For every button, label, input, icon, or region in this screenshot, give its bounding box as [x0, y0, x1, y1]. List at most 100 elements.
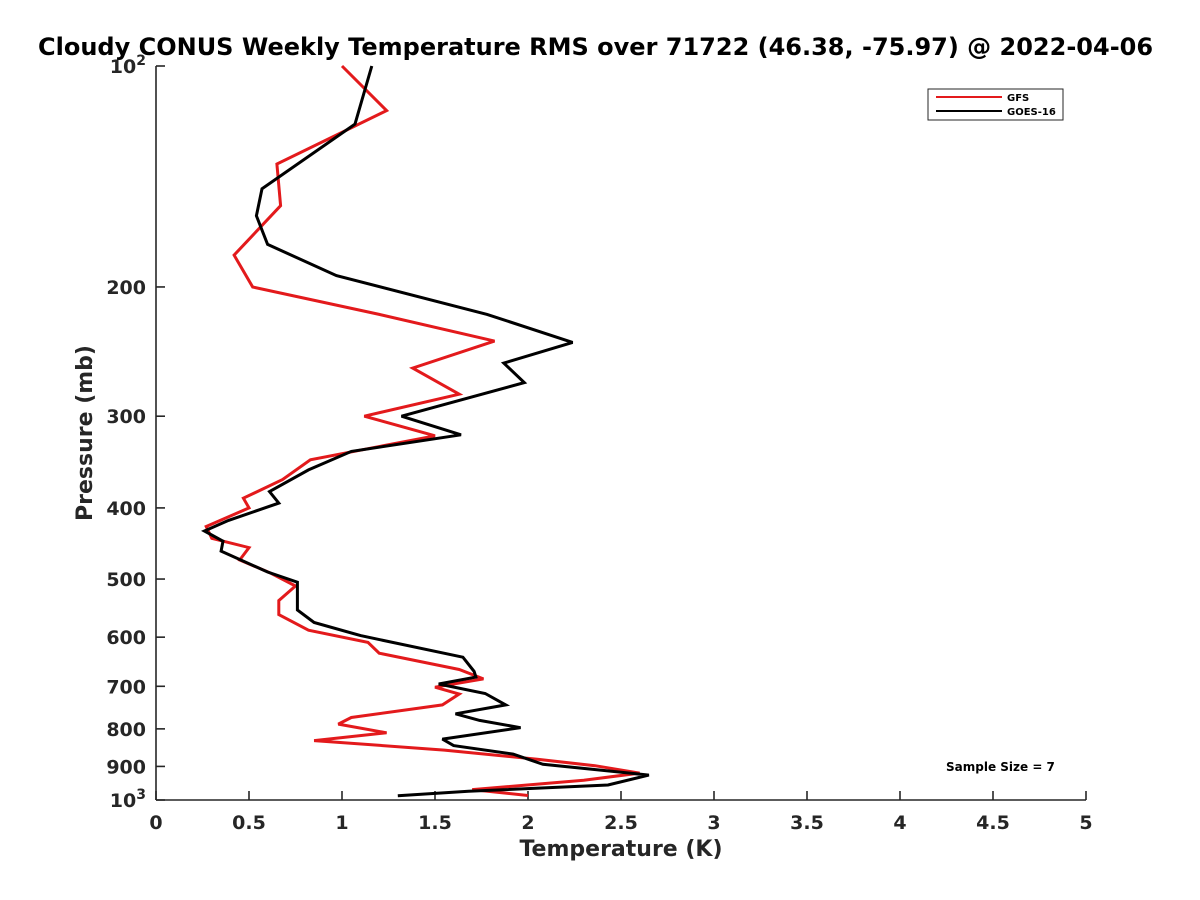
- y-tick-label-base: 10: [110, 56, 136, 78]
- data-point-gfs: [441, 703, 444, 706]
- data-point-gfs: [378, 313, 381, 316]
- data-point-gfs: [378, 652, 381, 655]
- data-point-gfs: [434, 434, 437, 437]
- data-point-goes16: [268, 490, 271, 493]
- data-point-gfs: [582, 779, 585, 782]
- data-point-goes16: [473, 670, 476, 673]
- data-point-goes16: [441, 738, 444, 741]
- data-point-gfs: [363, 415, 366, 418]
- y-tick-label: 500: [106, 569, 146, 591]
- data-point-goes16: [313, 621, 316, 624]
- data-point-gfs: [527, 794, 530, 797]
- data-point-gfs: [385, 109, 388, 112]
- data-point-gfs: [279, 204, 282, 207]
- y-tick-label: 102: [110, 53, 146, 78]
- x-tick-label: 3: [707, 812, 720, 834]
- data-point-goes16: [461, 656, 464, 659]
- data-point-gfs: [458, 693, 461, 696]
- data-point-gfs: [385, 731, 388, 734]
- data-point-goes16: [222, 540, 225, 543]
- x-tick-label: 2.5: [604, 812, 638, 834]
- data-point-gfs: [458, 393, 461, 396]
- data-point-gfs: [309, 458, 312, 461]
- data-point-goes16: [296, 609, 299, 612]
- data-point-gfs: [337, 723, 340, 726]
- data-point-goes16: [255, 214, 258, 217]
- data-point-goes16: [541, 763, 544, 766]
- y-tick-label-base: 10: [110, 790, 136, 812]
- x-tick-label: 0.5: [232, 812, 266, 834]
- data-point-gfs: [248, 546, 251, 549]
- data-point-goes16: [571, 341, 574, 344]
- data-point-gfs: [493, 340, 496, 343]
- plot-axes: [155, 66, 1086, 801]
- data-point-goes16: [607, 784, 610, 787]
- data-point-goes16: [359, 634, 362, 637]
- y-tick-label: 600: [106, 627, 146, 649]
- data-point-goes16: [512, 753, 515, 756]
- series-line-gfs: [204, 64, 640, 797]
- legend-box: [927, 88, 1064, 121]
- y-tick-label: 900: [106, 756, 146, 778]
- data-point-gfs: [277, 613, 280, 616]
- data-point-goes16: [261, 187, 264, 190]
- data-point-gfs: [482, 677, 485, 680]
- x-tick-label: 4.5: [976, 812, 1010, 834]
- data-point-gfs: [242, 497, 245, 500]
- data-point-goes16: [523, 381, 526, 384]
- y-tick-label: 103: [110, 787, 146, 812]
- data-point-goes16: [227, 519, 230, 522]
- data-point-goes16: [454, 712, 457, 715]
- y-tick-label: 200: [106, 277, 146, 299]
- data-point-goes16: [266, 571, 269, 574]
- data-point-goes16: [502, 362, 505, 365]
- data-point-goes16: [335, 274, 338, 277]
- data-point-goes16: [396, 794, 399, 797]
- data-point-goes16: [203, 530, 206, 533]
- data-point-goes16: [484, 692, 487, 695]
- data-point-goes16: [647, 774, 650, 777]
- y-tick-label: 700: [106, 676, 146, 698]
- data-point-goes16: [486, 313, 489, 316]
- legend: GFS GOES-16: [927, 88, 1064, 121]
- x-tick-label: 0: [149, 812, 162, 834]
- x-tick-label: 5: [1079, 812, 1092, 834]
- data-point-goes16: [460, 433, 463, 436]
- data-point-goes16: [296, 581, 299, 584]
- legend-label-gfs: GFS: [1007, 93, 1029, 104]
- data-point-goes16: [437, 683, 440, 686]
- data-point-gfs: [307, 629, 310, 632]
- x-axis-label: Temperature (K): [519, 837, 722, 862]
- x-tick-label: 3.5: [790, 812, 824, 834]
- x-axis-ticks: 0 0.5 1 1.5 2 2.5 3 3.5 4 4.5 5: [149, 791, 1093, 834]
- data-point-gfs: [251, 286, 254, 289]
- data-point-gfs: [248, 506, 251, 509]
- data-point-gfs: [458, 668, 461, 671]
- data-point-goes16: [370, 65, 373, 68]
- sample-size-annotation: Sample Size = 7: [946, 760, 1055, 774]
- data-point-gfs: [443, 749, 446, 752]
- data-point-goes16: [220, 550, 223, 553]
- data-point-goes16: [452, 744, 455, 747]
- data-point-goes16: [266, 243, 269, 246]
- data-point-goes16: [467, 790, 470, 793]
- data-point-goes16: [277, 502, 280, 505]
- y-axis-label: Pressure (mb): [73, 345, 98, 521]
- data-point-goes16: [504, 703, 507, 706]
- data-point-gfs: [367, 641, 370, 644]
- data-point-gfs: [277, 599, 280, 602]
- data-point-gfs: [275, 163, 278, 166]
- data-point-gfs: [233, 254, 236, 257]
- y-tick-label: 300: [106, 406, 146, 428]
- y-tick-label-exponent: 3: [136, 787, 146, 803]
- chart-title: Cloudy CONUS Weekly Temperature RMS over…: [38, 33, 1153, 61]
- x-tick-label: 1: [335, 812, 348, 834]
- data-point-gfs: [350, 716, 353, 719]
- data-point-goes16: [354, 123, 357, 126]
- y-tick-label: 400: [106, 498, 146, 520]
- data-point-goes16: [478, 719, 481, 722]
- series-layer: [201, 64, 650, 798]
- data-point-goes16: [400, 415, 403, 418]
